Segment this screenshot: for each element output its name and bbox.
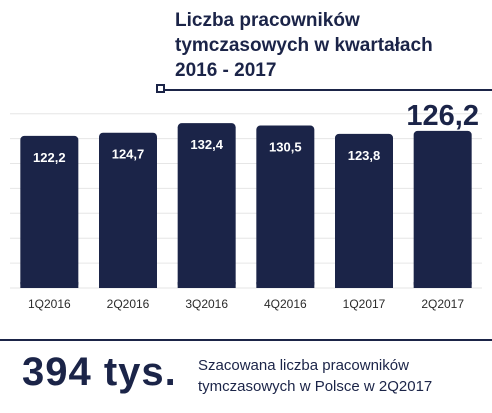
summary-value: 394 tys. [22, 350, 177, 394]
data-label: 126,2 [406, 100, 479, 132]
title-square-marker [156, 84, 165, 93]
x-tick-label: 1Q2016 [28, 297, 71, 311]
bar [99, 132, 157, 288]
data-label: 123,8 [348, 148, 381, 163]
x-tick-label: 4Q2016 [264, 297, 307, 311]
bar-base [413, 282, 472, 288]
x-tick-label: 1Q2017 [343, 297, 386, 311]
bar [256, 125, 315, 288]
bar-base [256, 282, 315, 288]
bar [177, 123, 236, 288]
data-label: 124,7 [112, 147, 145, 162]
x-tick-label: 2Q2017 [421, 297, 464, 311]
x-tick-label: 3Q2016 [185, 297, 228, 311]
bar-base [335, 282, 393, 288]
data-label: 122,2 [33, 150, 66, 165]
title-underline [163, 89, 492, 91]
bar-base [177, 282, 236, 288]
section-divider [0, 339, 492, 341]
bar [413, 130, 472, 288]
bar-base [99, 282, 157, 288]
bar [335, 133, 393, 288]
bar-chart: 122,2 1Q2016 124,7 2Q2016 132,4 3Q2016 130,5 4Q… [10, 100, 482, 311]
chart-title: Liczba pracowników tymczasowych w kwarta… [175, 10, 433, 81]
x-tick-label: 2Q2016 [107, 297, 150, 311]
summary-description: Szacowana liczba pracowników tymczasowyc… [198, 357, 433, 395]
bar-base [20, 282, 79, 288]
bar [20, 135, 79, 288]
data-label: 130,5 [269, 140, 302, 155]
data-label: 132,4 [190, 137, 223, 152]
